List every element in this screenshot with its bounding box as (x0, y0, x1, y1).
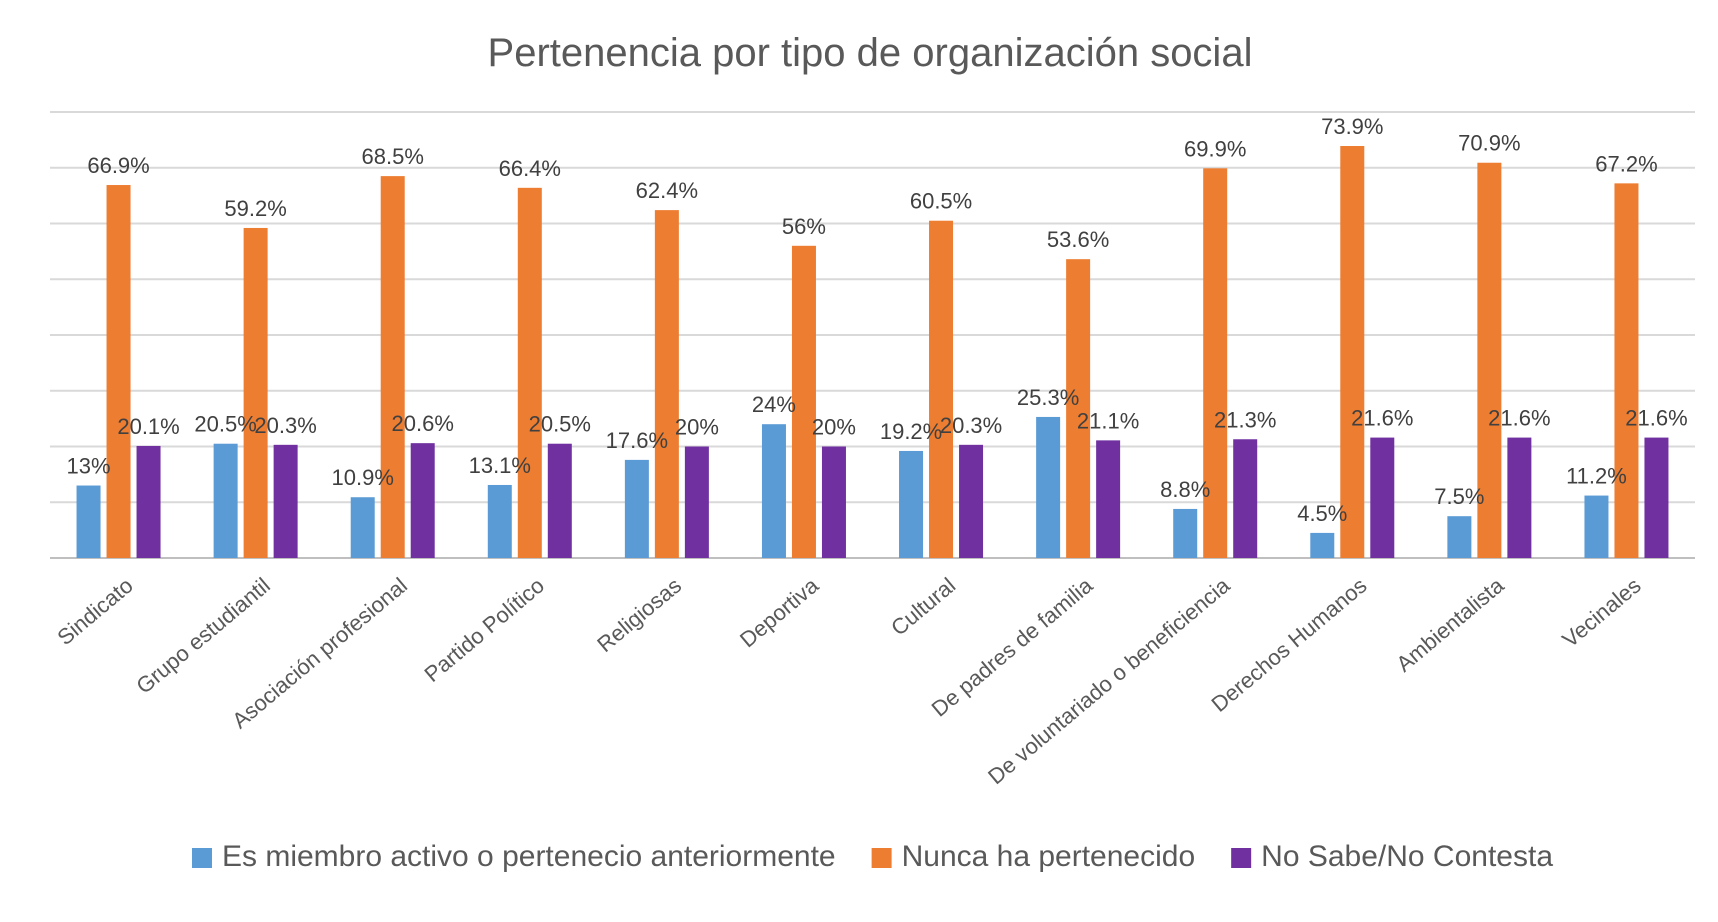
data-label-series-1-cat-3: 10.9% (332, 465, 394, 490)
legend-item-3: No Sabe/No Contesta (1231, 840, 1553, 873)
x-tick-label: Religiosas (592, 573, 686, 657)
data-label-series-2-cat-2: 59.2% (224, 196, 286, 221)
data-label-series-2-cat-11: 70.9% (1458, 131, 1520, 156)
bar-series-2-cat-5 (654, 210, 679, 558)
bar-series-1-cat-2 (213, 443, 238, 558)
legend-swatch (191, 848, 212, 868)
bar-series-2-cat-10 (1340, 146, 1365, 558)
x-tick-label: Grupo estudiantil (131, 573, 274, 699)
bar-series-2-cat-9 (1203, 168, 1228, 558)
bar-series-3-cat-11 (1507, 437, 1532, 558)
bar-series-2-cat-7 (929, 220, 954, 558)
bar-series-1-cat-12 (1584, 495, 1609, 558)
data-label-series-2-cat-1: 66.9% (87, 153, 149, 178)
bar-series-3-cat-1 (136, 445, 161, 558)
bar-series-2-cat-3 (380, 176, 405, 559)
bar-series-1-cat-10 (1310, 532, 1335, 558)
x-tick-label: Partido Político (420, 573, 549, 687)
x-tick-label: Vecinales (1557, 573, 1645, 653)
bar-series-1-cat-3 (350, 497, 375, 558)
x-tick-label: Sindicato (52, 573, 137, 650)
bar-series-3-cat-8 (1096, 440, 1121, 558)
data-label-series-3-cat-8: 21.1% (1077, 408, 1139, 433)
bar-series-3-cat-6 (821, 446, 846, 558)
bar-series-2-cat-1 (106, 185, 131, 558)
data-label-series-1-cat-5: 17.6% (606, 428, 668, 453)
data-labels: 13% 66.9% 20.1% 20.5% 59.2% 20.3% 10.9% 68.5% 20… (67, 114, 1688, 526)
data-label-series-1-cat-8: 25.3% (1017, 385, 1079, 410)
data-label-series-2-cat-6: 56% (782, 214, 826, 239)
x-tick-label: De voluntariado o beneficiencia (983, 572, 1235, 789)
legend-item-1: Es miembro activo o pertenecio anteriorm… (191, 840, 836, 873)
bar-series-1-cat-4 (487, 484, 512, 558)
data-label-series-1-cat-6: 24% (752, 392, 796, 417)
legend-swatch (1231, 848, 1252, 868)
data-label-series-3-cat-5: 20% (675, 415, 719, 440)
data-label-series-1-cat-2: 20.5% (194, 412, 256, 437)
gridlines (50, 111, 1695, 559)
bar-series-3-cat-10 (1370, 437, 1395, 558)
bar-series-3-cat-3 (410, 443, 435, 558)
legend-label: Es miembro activo o pertenecio anteriorm… (222, 840, 836, 873)
data-label-series-2-cat-5: 62.4% (636, 178, 698, 203)
data-label-series-1-cat-9: 8.8% (1160, 477, 1210, 502)
data-label-series-2-cat-8: 53.6% (1047, 227, 1109, 252)
bar-series-1-cat-6 (761, 424, 786, 558)
legend-swatch (871, 848, 892, 868)
bar-series-2-cat-2 (243, 227, 268, 558)
data-label-series-1-cat-4: 13.1% (469, 453, 531, 478)
bar-series-1-cat-7 (899, 450, 924, 558)
bar-series-1-cat-5 (624, 459, 649, 558)
data-label-series-1-cat-11: 7.5% (1434, 484, 1484, 509)
legend: Es miembro activo o pertenecio anteriorm… (191, 840, 1553, 873)
bar-series-2-cat-6 (791, 245, 816, 559)
bar-series-3-cat-4 (547, 443, 572, 558)
data-label-series-3-cat-7: 20.3% (940, 413, 1002, 438)
bar-series-2-cat-12 (1614, 183, 1639, 559)
bar-series-3-cat-5 (684, 446, 709, 558)
data-label-series-1-cat-10: 4.5% (1297, 501, 1347, 526)
bars (76, 146, 1669, 559)
data-label-series-3-cat-12: 21.6% (1625, 406, 1687, 431)
bar-series-1-cat-8 (1036, 416, 1061, 558)
bar-series-1-cat-11 (1447, 516, 1472, 558)
data-label-series-1-cat-1: 13% (67, 454, 111, 479)
bar-series-1-cat-9 (1173, 508, 1198, 558)
x-tick-label: Ambientalista (1391, 572, 1509, 677)
data-label-series-3-cat-10: 21.6% (1351, 406, 1413, 431)
x-tick-label: Cultural (886, 573, 960, 641)
bar-series-2-cat-8 (1066, 259, 1091, 558)
data-label-series-2-cat-4: 66.4% (499, 156, 561, 181)
data-label-series-2-cat-7: 60.5% (910, 189, 972, 214)
data-label-series-1-cat-12: 11.2% (1566, 464, 1627, 489)
bar-series-2-cat-4 (517, 187, 542, 558)
data-label-series-2-cat-9: 69.9% (1184, 136, 1246, 161)
data-label-series-1-cat-7: 19.2% (880, 419, 942, 444)
legend-label: Nunca ha pertenecido (902, 840, 1196, 873)
bar-series-3-cat-12 (1644, 437, 1669, 558)
data-label-series-3-cat-3: 20.6% (392, 411, 454, 436)
chart-title: Pertenencia por tipo de organización soc… (488, 31, 1253, 75)
bar-series-3-cat-9 (1233, 439, 1258, 558)
legend-item-2: Nunca ha pertenecido (871, 840, 1196, 873)
data-label-series-3-cat-9: 21.3% (1214, 407, 1276, 432)
x-tick-label: Deportiva (735, 572, 824, 652)
legend-label: No Sabe/No Contesta (1261, 840, 1553, 873)
bar-series-3-cat-2 (273, 444, 298, 558)
data-label-series-3-cat-4: 20.5% (529, 412, 591, 437)
data-label-series-3-cat-1: 20.1% (117, 414, 179, 439)
data-label-series-2-cat-3: 68.5% (362, 144, 424, 169)
bar-series-2-cat-11 (1477, 162, 1502, 559)
bar-series-3-cat-7 (959, 444, 984, 558)
data-label-series-2-cat-12: 67.2% (1595, 151, 1657, 176)
data-label-series-3-cat-2: 20.3% (254, 413, 316, 438)
bar-series-1-cat-1 (76, 485, 101, 558)
data-label-series-2-cat-10: 73.9% (1321, 114, 1383, 139)
data-label-series-3-cat-11: 21.6% (1488, 406, 1550, 431)
data-label-series-3-cat-6: 20% (812, 415, 856, 440)
